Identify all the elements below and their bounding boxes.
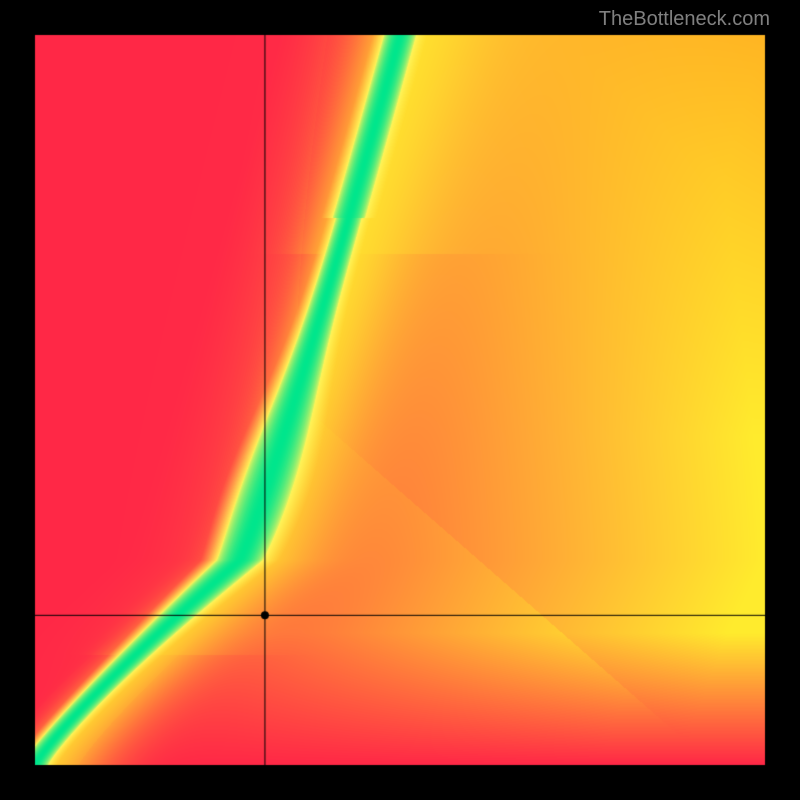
chart-container: TheBottleneck.com [0, 0, 800, 800]
heatmap-canvas [0, 0, 800, 800]
watermark-text: TheBottleneck.com [599, 8, 770, 31]
